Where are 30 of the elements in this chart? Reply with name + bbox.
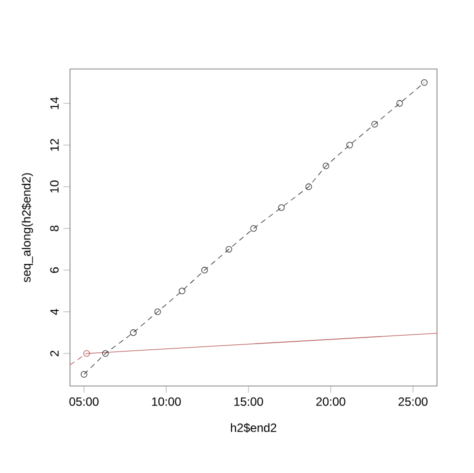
point <box>322 162 330 170</box>
point <box>250 225 257 232</box>
point <box>83 350 90 357</box>
y-axis-title: seq_along(h2$end2) <box>22 173 33 282</box>
point <box>80 371 88 378</box>
point <box>421 79 428 86</box>
y-tick-label: 10 <box>50 180 59 192</box>
x-axis-title: h2$end2 <box>230 423 276 433</box>
y-tick-label: 6 <box>50 267 59 273</box>
point <box>371 121 378 128</box>
x-tick-label: 05:00 <box>69 397 99 406</box>
point <box>201 266 208 274</box>
y-tick-label: 14 <box>50 97 59 110</box>
y-tick-label: 12 <box>50 139 59 151</box>
point <box>178 288 186 294</box>
point <box>278 204 285 211</box>
y-tick-label: 4 <box>50 308 59 315</box>
point <box>346 142 353 148</box>
point <box>130 329 137 336</box>
point <box>305 184 312 190</box>
y-tick-label: 8 <box>50 226 59 232</box>
point <box>154 308 161 315</box>
x-tick-label: 10:00 <box>152 397 181 406</box>
x-tick-label: 20:00 <box>316 397 346 406</box>
point <box>226 246 232 252</box>
point <box>396 100 403 107</box>
y-tick-label: 2 <box>50 350 59 356</box>
x-tick-label: 25:00 <box>398 397 428 406</box>
x-tick-label: 15:00 <box>234 397 264 406</box>
point <box>102 350 109 357</box>
